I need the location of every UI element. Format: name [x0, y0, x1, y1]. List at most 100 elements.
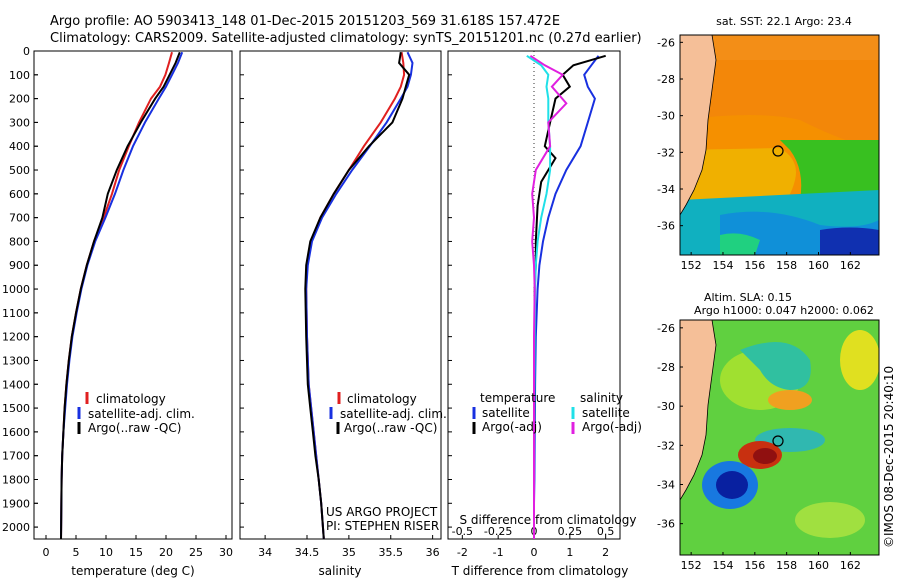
- depth-tick-label: 1100: [2, 307, 30, 320]
- sst-green-patch: [720, 233, 760, 255]
- map-x-tick-label: 158: [776, 559, 797, 572]
- sla-cyan-swirl: [740, 342, 811, 390]
- map-y-tick-label: -32: [657, 146, 675, 159]
- legend-label-satellite: satellite-adj. clim.: [88, 407, 195, 421]
- map-x-tick-label: 162: [840, 259, 861, 272]
- legend-title-salinity: salinity: [580, 391, 623, 405]
- sla-map-frame: [679, 319, 880, 556]
- sla-yellow-east: [840, 330, 879, 390]
- sla-map-title-2: Argo h1000: 0.047 h2000: 0.062: [694, 304, 874, 317]
- s-tick-label: 0.25: [558, 525, 583, 538]
- map-y-tick-label: -30: [657, 110, 675, 123]
- sla-map-axes: 152 154 156 158 160 162 -26 -28 -30 -32 -34 -36: [657, 322, 861, 572]
- depth-tick-label: 200: [9, 93, 30, 106]
- temperature-series: [60, 51, 184, 539]
- salinity-legend: climatology satellite-adj. clim. Argo(..…: [329, 392, 447, 435]
- depth-tick-label: 1700: [2, 450, 30, 463]
- map-x-tick-label: 158: [776, 259, 797, 272]
- x-tick-label: 1: [566, 546, 573, 559]
- sst-eddy-warm: [680, 148, 796, 205]
- x-tick-label: -1: [493, 546, 504, 559]
- legend-label-satellite: satellite-adj. clim.: [340, 407, 447, 421]
- x-tick-label: 34.5: [295, 546, 320, 559]
- sst-argo-position-marker: [772, 145, 784, 157]
- x-tick-label: 36: [426, 546, 440, 559]
- credit-pi: PI: STEPHEN RISER: [326, 519, 439, 533]
- x-tick-label: 34: [258, 546, 272, 559]
- depth-tick-label: 500: [9, 164, 30, 177]
- series-line-satellite: [533, 55, 600, 539]
- sla-map: [680, 320, 879, 555]
- sla-yellow-patch: [795, 502, 865, 538]
- sla-map-title-1: Altim. SLA: 0.15: [704, 291, 792, 304]
- x-tick-label: 20: [159, 546, 173, 559]
- difference-xlabel: T difference from climatology: [451, 564, 629, 578]
- x-tick-label: 35.5: [379, 546, 404, 559]
- sla-red-core: [753, 448, 777, 464]
- x-tick-label: 25: [189, 546, 203, 559]
- s-tick-label: -0.25: [484, 525, 512, 538]
- credit-imos: ©IMOS 08-Dec-2015 20:40:10: [882, 366, 896, 548]
- sla-argo-position-marker: [772, 435, 784, 447]
- map-x-tick-label: 154: [712, 259, 733, 272]
- series-line-argo-raw-qc-: [304, 52, 411, 539]
- map-x-tick-label: 154: [712, 559, 733, 572]
- sst-warm-band: [680, 35, 879, 146]
- difference-x-axis: -2 -1 0 1 2-0.5 -0.25 0 0.25 0.5: [448, 50, 615, 559]
- salinity-x-axis: 34 34.5 35 35.5 36: [240, 50, 440, 559]
- header-line-1: Argo profile: AO 5903413_148 01-Dec-2015…: [50, 14, 560, 29]
- sst-deep-blue: [820, 227, 879, 255]
- depth-tick-label: 300: [9, 116, 30, 129]
- difference-xlabel-top: S difference from climatology: [460, 513, 637, 527]
- temperature-panel-frame: [33, 50, 233, 540]
- sla-orange-patch: [768, 390, 812, 410]
- depth-tick-label: 1400: [2, 378, 30, 391]
- x-tick-label: 5: [73, 546, 80, 559]
- map-x-tick-label: 160: [808, 559, 829, 572]
- sst-map: [680, 35, 879, 255]
- map-y-tick-label: -32: [657, 439, 675, 452]
- sst-map-axes: 152 154 156 158 160 162 -26 -28 -30 -32 -34 -36: [657, 36, 861, 272]
- legend-label-t-argo: Argo(-adj): [482, 420, 542, 434]
- legend-title-temperature: temperature: [480, 391, 555, 405]
- map-y-tick-label: -28: [657, 73, 675, 86]
- legend-label-s-satellite: satellite: [582, 406, 630, 420]
- legend-label-t-satellite: satellite: [482, 406, 530, 420]
- sla-land-australia: [680, 320, 717, 501]
- map-y-tick-label: -30: [657, 400, 675, 413]
- sst-map-title: sat. SST: 22.1 Argo: 23.4: [716, 15, 852, 28]
- salinity-panel-frame: [239, 50, 442, 540]
- depth-tick-label: 1800: [2, 473, 30, 486]
- depth-tick-label: 1900: [2, 497, 30, 510]
- sst-map-frame: [679, 34, 880, 256]
- temperature-xlabel: temperature (deg C): [71, 564, 194, 578]
- series-line-climatology: [60, 51, 173, 539]
- depth-tick-label: 1300: [2, 354, 30, 367]
- map-y-tick-label: -26: [657, 322, 675, 335]
- depth-tick-label: 1200: [2, 331, 30, 344]
- x-tick-label: 0: [43, 546, 50, 559]
- map-y-tick-label: -34: [657, 183, 675, 196]
- sst-green-zone: [780, 140, 879, 200]
- depth-tick-label: 400: [9, 140, 30, 153]
- map-y-tick-label: -36: [657, 518, 675, 531]
- series-line-argo-adj-: [529, 54, 568, 539]
- map-y-tick-label: -36: [657, 220, 675, 233]
- map-x-tick-label: 152: [681, 259, 702, 272]
- x-tick-label: 0: [531, 546, 538, 559]
- temperature-legend: climatology satellite-adj. clim. Argo(..…: [77, 392, 195, 435]
- depth-tick-label: 1000: [2, 283, 30, 296]
- temperature-x-axis: 0 5 10 15 20 25 30: [34, 50, 233, 559]
- map-y-tick-label: -28: [657, 361, 675, 374]
- s-tick-label: 0.5: [597, 525, 615, 538]
- salinity-xlabel: salinity: [318, 564, 361, 578]
- x-tick-label: 15: [129, 546, 143, 559]
- depth-tick-label: 1600: [2, 426, 30, 439]
- legend-label-climatology: climatology: [347, 392, 417, 406]
- map-y-tick-label: -26: [657, 36, 675, 49]
- map-x-tick-label: 160: [808, 259, 829, 272]
- legend-label-climatology: climatology: [96, 392, 166, 406]
- series-line-satellite-adj-clim-: [305, 51, 414, 539]
- sla-blue-core: [716, 471, 748, 499]
- x-tick-label: 10: [99, 546, 113, 559]
